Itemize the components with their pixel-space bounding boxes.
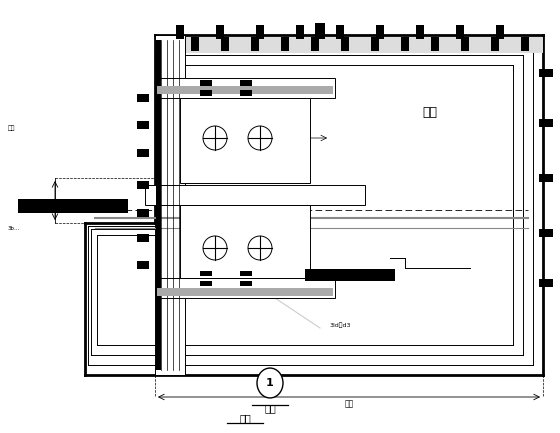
Bar (137, 149, 149, 157)
Bar (240, 271, 252, 276)
Bar (137, 94, 149, 102)
Ellipse shape (257, 368, 283, 398)
Bar (539, 229, 553, 237)
Bar (137, 209, 149, 217)
Text: 3b…: 3b… (8, 226, 21, 230)
Bar (221, 37, 229, 51)
Circle shape (203, 126, 227, 150)
Bar (311, 37, 319, 51)
Bar (256, 25, 264, 39)
Bar (371, 37, 379, 51)
Bar (137, 181, 149, 189)
Bar (539, 279, 553, 287)
Bar (191, 37, 199, 51)
Bar (145, 185, 365, 205)
Bar (155, 35, 185, 375)
Bar (496, 25, 504, 39)
Text: 板材: 板材 (344, 399, 353, 408)
Circle shape (248, 126, 272, 150)
Text: 板材: 板材 (8, 125, 16, 131)
Bar (200, 281, 212, 286)
Bar (251, 37, 259, 51)
Bar (336, 25, 344, 39)
Bar (200, 271, 212, 276)
Bar (341, 37, 349, 51)
Bar (376, 25, 384, 39)
Bar (155, 278, 335, 298)
Bar (200, 80, 212, 86)
Bar (176, 25, 184, 39)
Bar (431, 37, 439, 51)
Bar (240, 90, 252, 96)
Bar (137, 261, 149, 269)
Text: 3ld点d3: 3ld点d3 (330, 322, 352, 328)
Bar (155, 78, 335, 98)
Bar (491, 37, 499, 51)
Bar (155, 37, 543, 53)
Bar (416, 25, 424, 39)
Bar (180, 98, 310, 183)
Bar (456, 25, 464, 39)
Bar (161, 37, 169, 51)
Bar (296, 25, 304, 39)
Bar (216, 25, 224, 39)
Bar (240, 80, 252, 86)
Bar (156, 40, 161, 370)
Text: 室内: 室内 (422, 107, 437, 120)
Bar (240, 281, 252, 286)
Bar (539, 119, 553, 127)
Bar (461, 37, 469, 51)
Bar (281, 37, 289, 51)
Text: 室外: 室外 (264, 403, 276, 413)
Circle shape (248, 236, 272, 260)
Bar (137, 121, 149, 129)
Bar (315, 23, 325, 39)
Bar (539, 174, 553, 182)
Text: 1: 1 (266, 378, 274, 388)
Bar (539, 69, 553, 77)
Text: 室内: 室内 (239, 413, 251, 423)
Circle shape (203, 236, 227, 260)
Bar (18, 199, 128, 213)
Bar (401, 37, 409, 51)
Bar (137, 234, 149, 242)
Bar (305, 269, 395, 281)
Bar (521, 37, 529, 51)
Bar (157, 86, 333, 94)
Bar (200, 90, 212, 96)
Bar (157, 288, 333, 296)
Bar (180, 205, 310, 278)
